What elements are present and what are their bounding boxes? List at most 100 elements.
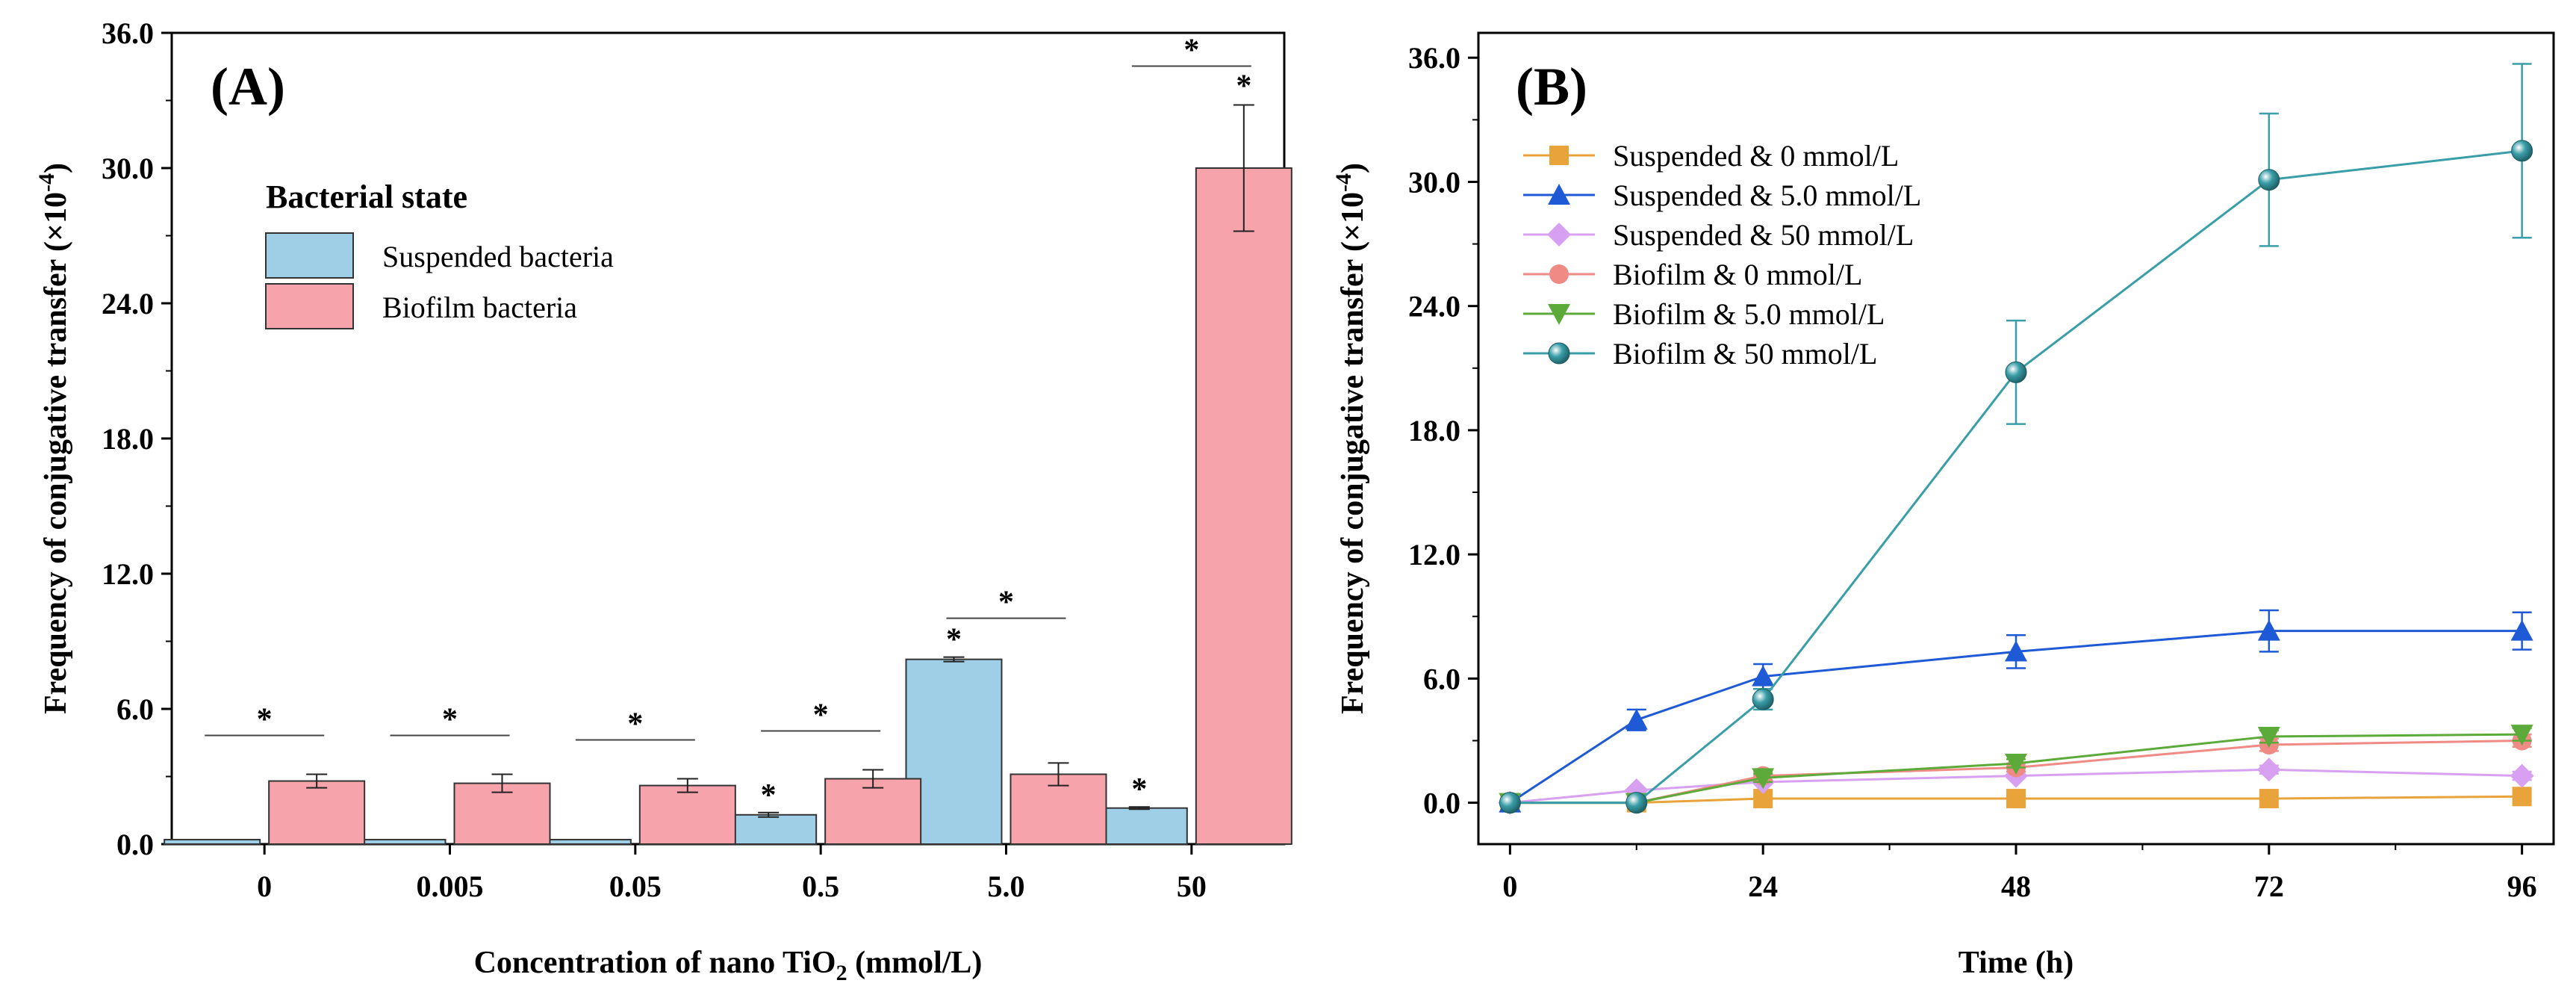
bar-biofilm <box>453 782 551 846</box>
panel-b-label: (B) <box>1516 57 1587 117</box>
x-tick-label: 24 <box>1748 870 1778 903</box>
legend-title: Bacterial state <box>266 179 467 215</box>
data-point <box>2257 619 2280 641</box>
data-point <box>2005 361 2027 383</box>
y-tick-label: 30.0 <box>102 152 154 185</box>
y-tick-label: 18.0 <box>1408 414 1460 447</box>
series-line-2 <box>1510 768 2522 805</box>
significance-star: * <box>1183 34 1199 68</box>
data-point <box>2256 757 2281 782</box>
legend-entry-suspended-5 <box>1523 184 1595 205</box>
y-tick-label: 6.0 <box>116 692 154 726</box>
panel-a-marks: 0.0 6.0 12.0 18.0 24.0 30.0 36.0 0 0.005 0.05 0.5 5… <box>102 16 1292 903</box>
y-tick-label: 12.0 <box>1408 538 1460 571</box>
legend-entry-suspended-50 <box>1523 223 1595 247</box>
x-tick-label: 0.05 <box>609 870 662 903</box>
significance-star: * <box>998 586 1014 620</box>
data-point <box>2005 640 2027 662</box>
legend-label-suspended-5: Suspended & 5.0 mmol/L <box>1613 179 1921 212</box>
data-point <box>2511 140 2533 162</box>
legend-label-suspended-0: Suspended & 0 mmol/L <box>1613 139 1899 173</box>
panel-a-plot-frame <box>170 31 1286 846</box>
legend-entry-biofilm-5 <box>1523 304 1595 325</box>
data-point <box>2006 789 2026 809</box>
legend-marker <box>1549 146 1569 165</box>
x-tick-label: 0.5 <box>802 870 839 903</box>
legend-marker <box>1548 304 1570 325</box>
y-tick-label: 6.0 <box>1423 662 1460 695</box>
legend-label-biofilm: Biofilm bacteria <box>382 291 577 324</box>
panel-b: 0.06.012.018.024.030.036.00 24 48 72 96 (B) … <box>1331 31 2555 980</box>
y-tick-label: 30.0 <box>1408 165 1460 199</box>
data-point <box>1499 792 1521 814</box>
panel-a-label: (A) <box>211 57 285 117</box>
significance-star: * <box>627 707 643 742</box>
y-tick-label: 12.0 <box>102 557 154 591</box>
data-point <box>2510 619 2533 641</box>
legend-marker <box>1548 342 1570 365</box>
y-tick-label: 36.0 <box>102 16 154 50</box>
significance-star: * <box>1131 772 1147 807</box>
data-point <box>2258 169 2280 191</box>
bar-biofilm <box>268 780 366 845</box>
data-point <box>1752 768 1775 790</box>
significance-star: * <box>946 623 962 657</box>
data-point <box>1625 792 1648 814</box>
panel-a: 0.0 6.0 12.0 18.0 24.0 30.0 36.0 0 0.005 0.05 0.5 5… <box>34 16 1292 985</box>
bar-suspended <box>164 838 261 846</box>
legend-entry-biofilm-50 <box>1523 342 1595 365</box>
x-tick-label: 0 <box>1502 870 1517 903</box>
significance-star: * <box>813 698 829 732</box>
x-tick-label: 0 <box>257 870 272 903</box>
data-point <box>1752 665 1775 686</box>
bar-biofilm <box>638 784 736 845</box>
legend-marker <box>1548 184 1570 205</box>
legend-swatch-biofilm <box>265 283 354 329</box>
y-tick-label: 0.0 <box>1423 787 1460 820</box>
panel-b-marks: 0.0 6.0 12.0 18.0 24.0 30.0 36.0 0 24 48 72 96 <box>1408 41 2537 903</box>
bar-biofilm <box>1195 167 1292 845</box>
panel-b-legend: Suspended & 0 mmol/L Suspended & 5.0 mmo… <box>1523 139 1921 371</box>
significance-star: * <box>442 702 458 737</box>
data-point <box>2510 725 2533 746</box>
legend-swatch-suspended <box>265 232 354 279</box>
y-tick-label: 36.0 <box>1408 41 1460 75</box>
data-point <box>2512 787 2532 807</box>
panel-b-x-axis-title: Time (h) <box>1959 946 2073 980</box>
data-point <box>2257 726 2280 748</box>
data-point <box>2259 789 2279 809</box>
data-point <box>2510 763 2534 788</box>
legend-label-biofilm-50: Biofilm & 50 mmol/L <box>1613 337 1877 371</box>
significance-star: * <box>761 778 777 813</box>
series-line-1 <box>1509 630 2522 804</box>
significance-star: * <box>257 702 273 737</box>
legend-entry-biofilm-0 <box>1523 264 1595 284</box>
significance-star: * <box>1236 69 1251 104</box>
bar-biofilm <box>824 778 922 846</box>
legend-label-suspended-50: Suspended & 50 mmol/L <box>1613 218 1914 252</box>
y-tick-label: 18.0 <box>102 422 154 456</box>
x-tick-label: 0.005 <box>417 870 484 903</box>
panel-b-y-axis-title: Frequency of conjugative transfer (×10-4… <box>1331 163 1370 714</box>
panel-a-y-axis-title: Frequency of conjugative transfer (×10-4… <box>34 163 73 714</box>
x-tick-label: 5.0 <box>988 870 1025 903</box>
x-tick-label: 50 <box>1177 870 1207 903</box>
x-tick-label: 72 <box>2254 870 2284 903</box>
legend-label-suspended: Suspended bacteria <box>382 240 614 273</box>
data-point <box>2005 753 2027 775</box>
legend-marker <box>1547 223 1571 247</box>
y-tick-label: 24.0 <box>1408 290 1460 323</box>
legend-label-biofilm-0: Biofilm & 0 mmol/L <box>1613 258 1862 291</box>
legend-marker <box>1549 264 1569 284</box>
data-point <box>1625 708 1648 730</box>
legend-label-biofilm-5: Biofilm & 5.0 mmol/L <box>1613 297 1885 331</box>
panel-a-legend: Bacterial state Suspended bacteria Biofi… <box>265 179 614 329</box>
x-tick-label: 48 <box>2001 870 2031 903</box>
data-point <box>1752 688 1774 710</box>
x-tick-label: 96 <box>2507 870 2537 903</box>
panel-a-x-axis-title: Concentration of nano TiO2 (mmol/L) <box>474 946 983 985</box>
y-tick-label: 0.0 <box>116 828 154 861</box>
y-tick-label: 24.0 <box>102 287 154 320</box>
legend-entry-suspended-0 <box>1523 146 1595 165</box>
